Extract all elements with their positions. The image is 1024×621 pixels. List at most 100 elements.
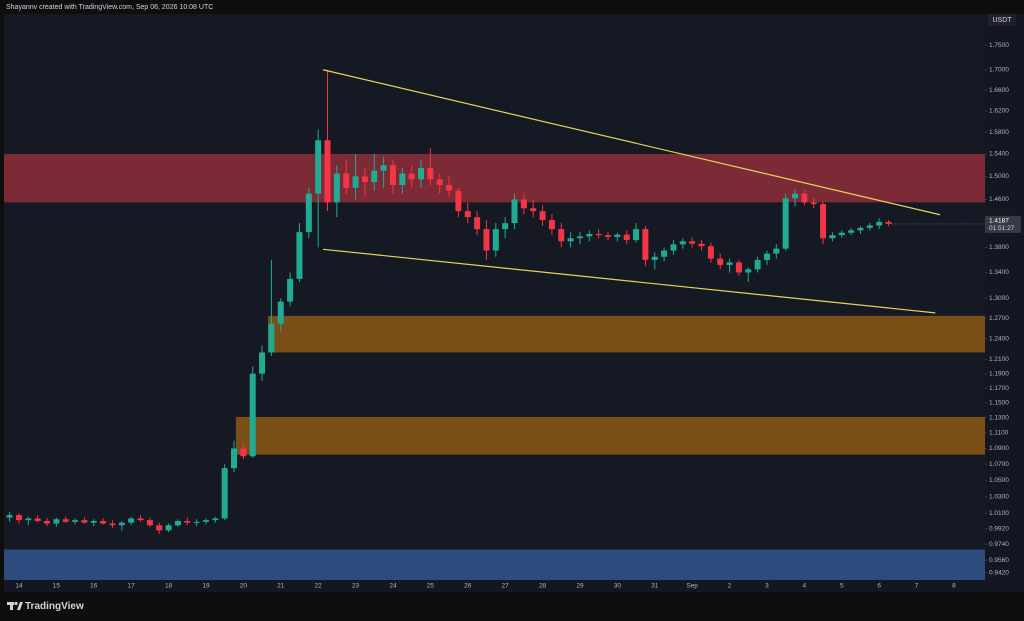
candle-body — [679, 241, 686, 245]
candle-body — [240, 448, 247, 457]
price-axis — [985, 14, 1024, 580]
candle-body — [6, 515, 13, 518]
candle-body — [361, 176, 368, 183]
candle-body — [530, 208, 537, 212]
trendline — [322, 248, 936, 314]
candle-body — [567, 238, 574, 242]
candle-body — [455, 190, 462, 212]
candle-body — [717, 258, 724, 265]
candle-body — [866, 225, 873, 228]
y-tick-label: 1.1900 — [989, 370, 1009, 377]
candle-body — [820, 204, 827, 239]
x-tick-label: 4 — [803, 583, 807, 590]
candle-body — [174, 520, 181, 526]
candle-body — [633, 229, 640, 241]
last-price-box — [985, 215, 1021, 233]
price-zone — [4, 549, 985, 580]
y-tick-label: 1.0100 — [989, 510, 1009, 517]
candle-body — [418, 167, 425, 180]
candle-body — [605, 235, 612, 238]
candle-body — [221, 468, 228, 519]
axes: 1.7500 1.7000 1.6600 1.6200 1.5800 1.5400 1.50… — [15, 42, 1021, 590]
candle-body — [81, 520, 88, 523]
y-tick-label: 1.1700 — [989, 385, 1009, 392]
candle-body — [436, 179, 443, 185]
candle-body — [184, 520, 191, 523]
candle-body — [165, 525, 172, 531]
candle-body — [371, 170, 378, 183]
candle-body — [576, 236, 583, 239]
candle-body — [315, 140, 322, 194]
x-tick-label: 24 — [389, 583, 397, 590]
candle-body — [137, 518, 144, 521]
y-tick-label: 1.3400 — [989, 269, 1009, 276]
candle-body — [548, 220, 555, 230]
candle-body — [90, 520, 97, 523]
y-tick-label: 0.9740 — [989, 541, 1009, 548]
x-tick-label: 27 — [502, 583, 510, 590]
candle-body — [193, 521, 200, 523]
logo-shape — [10, 602, 13, 610]
y-tick-label: 1.3800 — [989, 244, 1009, 251]
y-tick-label: 0.9920 — [989, 525, 1009, 532]
y-tick-label: 1.7500 — [989, 42, 1009, 49]
x-tick-label: 8 — [952, 583, 956, 590]
candle-body — [53, 519, 60, 524]
candle-body — [595, 233, 602, 236]
candle-body — [642, 229, 649, 260]
candles — [6, 69, 892, 534]
x-tick-label: 18 — [165, 583, 173, 590]
candle-body — [651, 256, 658, 260]
y-tick-label: 1.1500 — [989, 399, 1009, 406]
candle-body — [670, 244, 677, 251]
y-tick-label: 1.5400 — [989, 151, 1009, 158]
candle-body — [389, 165, 396, 185]
x-tick-label: 2 — [728, 583, 732, 590]
candle-body — [399, 173, 406, 185]
y-tick-label: 1.6200 — [989, 108, 1009, 115]
x-tick-label: 29 — [576, 583, 584, 590]
x-tick-label: 26 — [464, 583, 472, 590]
y-tick-label: 1.1100 — [989, 430, 1009, 437]
y-tick-label: 1.1300 — [989, 414, 1009, 421]
y-tick-label: 1.0900 — [989, 445, 1009, 452]
y-tick-label: 1.5800 — [989, 129, 1009, 136]
candle-body — [146, 520, 153, 526]
y-tick-label: 1.2100 — [989, 356, 1009, 363]
currency-box — [988, 14, 1016, 26]
candle-body — [380, 165, 387, 171]
candle-body — [801, 193, 808, 203]
candle-body — [848, 230, 855, 233]
candle-body — [305, 193, 312, 233]
candle-body — [539, 211, 546, 221]
candle-body — [829, 235, 836, 239]
candle-body — [62, 519, 69, 522]
candle-body — [661, 250, 668, 257]
x-tick-label: 5 — [840, 583, 844, 590]
candle-body — [156, 525, 163, 531]
candle-body — [231, 448, 238, 469]
x-tick-label: 30 — [614, 583, 622, 590]
candle-body — [296, 232, 303, 279]
x-tick-label: 16 — [90, 583, 98, 590]
y-tick-label: 1.5000 — [989, 173, 1009, 180]
candle-body — [623, 234, 630, 241]
price-zone — [268, 315, 985, 353]
candle-body — [689, 241, 696, 244]
candle-body — [464, 211, 471, 218]
logo-shape — [14, 601, 18, 606]
candle-body — [259, 352, 266, 374]
plot-area — [4, 14, 985, 580]
candle-body — [614, 234, 621, 238]
candle-body — [202, 520, 209, 522]
candle-body — [698, 243, 705, 247]
candle-body — [333, 173, 340, 203]
x-tick-label: 20 — [240, 583, 248, 590]
candle-body — [792, 193, 799, 199]
countdown-label: 01:51:27 — [989, 225, 1015, 232]
x-tick-label: 6 — [877, 583, 881, 590]
candle-body — [857, 227, 864, 231]
y-tick-label: 1.7000 — [989, 66, 1009, 73]
candle-body — [735, 262, 742, 273]
